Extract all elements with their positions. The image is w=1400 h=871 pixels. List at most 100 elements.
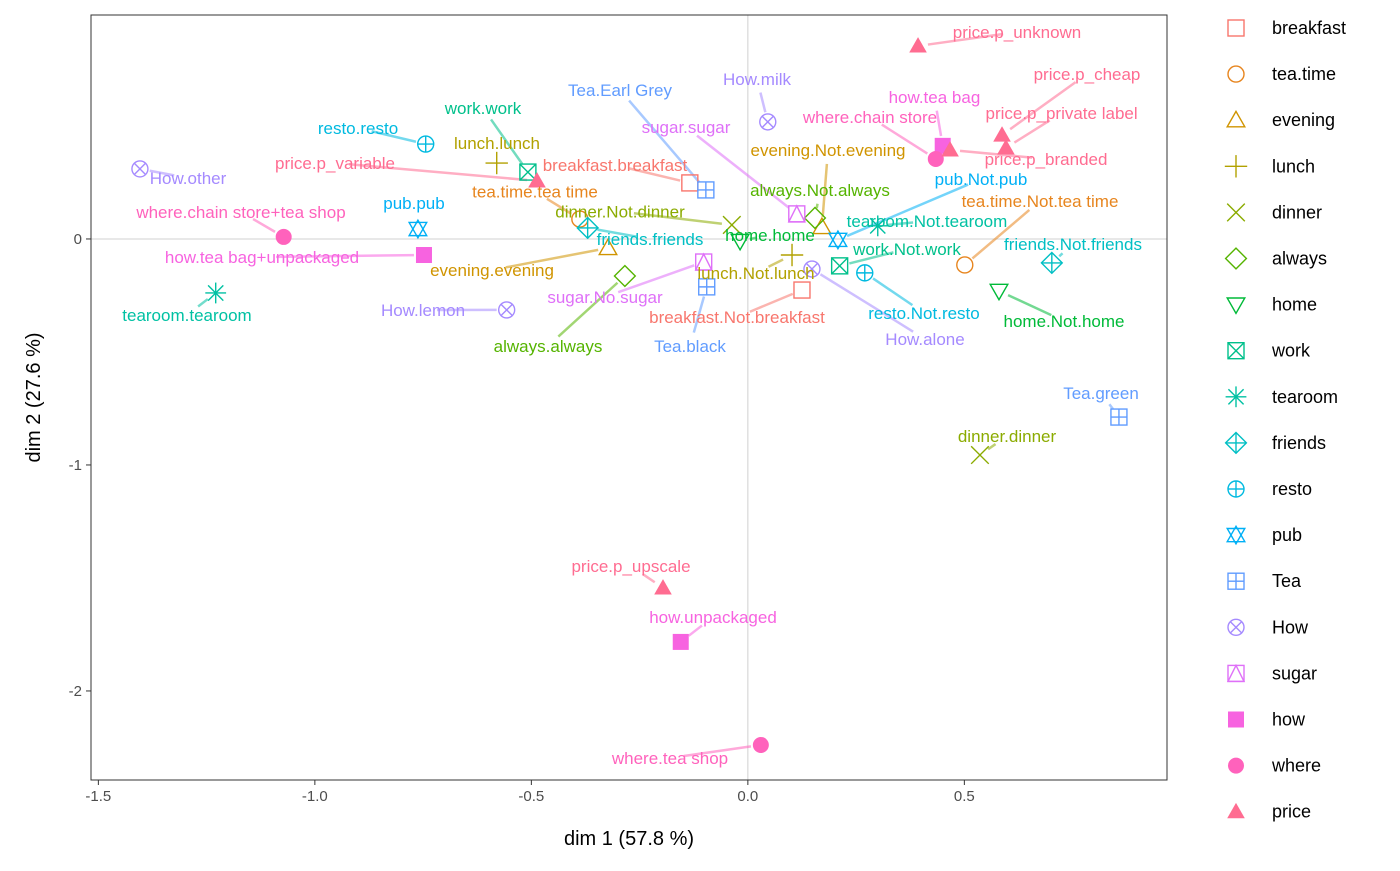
point-label: tea.time.tea time (472, 182, 598, 201)
point-tearoom-tearoom (205, 283, 226, 304)
x-tick-label: 0.5 (954, 788, 975, 805)
point-label: How.alone (885, 330, 964, 349)
legend-item-how: how (1228, 710, 1306, 730)
triangle-filled-icon (1227, 803, 1245, 818)
point-where-tea-shop (753, 737, 769, 753)
triangle-down-open-icon (1227, 298, 1245, 313)
circle-cross-icon (1228, 619, 1244, 635)
legend-item-tea: Tea (1228, 571, 1302, 591)
x-tick-label: 0.0 (737, 788, 758, 805)
label-connector (817, 204, 818, 208)
triangle-open-icon (1227, 111, 1245, 126)
point-label: lunch.lunch (454, 134, 540, 153)
point-label: pub.Not.pub (935, 170, 1028, 189)
legend-item-always: always (1226, 248, 1327, 269)
point-label: price.p_private label (985, 104, 1137, 123)
point-label: price.p_unknown (953, 23, 1082, 42)
plot-panel (91, 15, 1167, 780)
legend-label: How (1272, 617, 1309, 637)
point-label: tea.time.Not.tea time (962, 192, 1119, 211)
point-resto-not-resto (857, 265, 873, 281)
point-label: price.p_branded (985, 150, 1108, 169)
legend-item-pub: pub (1227, 525, 1302, 545)
point-label: friends.Not.friends (1004, 235, 1142, 254)
legend-label: work (1271, 341, 1311, 361)
legend-label: sugar (1272, 663, 1317, 683)
legend-label: breakfast (1272, 18, 1346, 38)
point-label: dinner.Not.dinner (555, 203, 685, 222)
x-tick-label: -1.0 (302, 788, 328, 805)
point-label: sugar.No.sugar (547, 288, 663, 307)
point-label: Tea.black (654, 337, 726, 356)
point-label: dinner.dinner (958, 427, 1057, 446)
cross-icon (1227, 204, 1245, 222)
point-label: friends.friends (597, 230, 704, 249)
square-cross-icon (1228, 343, 1244, 359)
legend-label: friends (1272, 433, 1326, 453)
point-label: where.tea shop (611, 749, 728, 768)
legend-label: resto (1272, 479, 1312, 499)
point-label: breakfast.breakfast (543, 156, 688, 175)
diamond-plus-icon (1226, 433, 1247, 454)
point-label: sugar.sugar (642, 118, 731, 137)
point-where-chain-store-tea-shop (276, 229, 292, 245)
y-tick-label: -2 (69, 683, 82, 700)
point-label: evening.evening (430, 261, 554, 280)
point-label: lunch.Not.lunch (697, 264, 814, 283)
y-tick-label: -1 (69, 457, 82, 474)
point-label: Tea.Earl Grey (568, 81, 672, 100)
circle-open-icon (1228, 66, 1244, 82)
point-label: work.work (444, 99, 522, 118)
point-label: evening.Not.evening (750, 141, 905, 160)
legend-label: always (1272, 249, 1327, 269)
square-filled-icon (1228, 712, 1244, 728)
x-tick-label: -0.5 (518, 788, 544, 805)
point-label: price.p_cheap (1034, 65, 1141, 84)
legend-item-friends: friends (1226, 433, 1326, 454)
x-axis-title: dim 1 (57.8 %) (564, 828, 694, 850)
legend-item-sugar: sugar (1228, 663, 1317, 683)
point-label: home.home (725, 226, 815, 245)
square-open-icon (1228, 20, 1244, 36)
point-where-chain-store (928, 151, 944, 167)
legend-item-where: where (1228, 756, 1321, 776)
square-triangle-icon (1228, 665, 1244, 681)
point-label: Tea.green (1063, 384, 1139, 403)
point-label: how.tea bag+unpackaged (165, 248, 359, 267)
point-label: How.lemon (381, 301, 465, 320)
point-label: breakfast.Not.breakfast (649, 308, 825, 327)
plus-icon (1225, 155, 1247, 177)
point-label: home.Not.home (1004, 312, 1125, 331)
legend-item-dinner: dinner (1227, 202, 1322, 222)
point-label: work.Not.work (852, 240, 961, 259)
y-axis-title: dim 2 (27.6 %) (23, 332, 45, 462)
legend: breakfasttea.timeeveninglunchdinneralway… (1225, 18, 1346, 822)
point-label: always.always (494, 337, 603, 356)
legend-item-how: How (1228, 617, 1309, 637)
point-label: tearoom.tearoom (122, 306, 251, 325)
star-of-david-icon (1227, 526, 1245, 544)
legend-item-evening: evening (1227, 110, 1335, 130)
legend-label: pub (1272, 525, 1302, 545)
point-label: How.milk (723, 70, 792, 89)
legend-label: tearoom (1272, 387, 1338, 407)
legend-label: Tea (1272, 571, 1302, 591)
point-resto-resto (418, 136, 434, 152)
point-label: where.chain store+tea shop (135, 203, 345, 222)
legend-item-home: home (1227, 295, 1317, 315)
asterisk-icon (1226, 386, 1247, 407)
legend-item-tearoom: tearoom (1226, 386, 1338, 407)
point-label: resto.resto (318, 119, 398, 138)
point-label: resto.Not.resto (868, 304, 980, 323)
point-label: How.other (150, 169, 227, 188)
legend-label: home (1272, 295, 1317, 315)
point-label: price.p_upscale (571, 557, 690, 576)
circle-plus-icon (1228, 481, 1244, 497)
point-label: where.chain store (802, 108, 937, 127)
legend-item-breakfast: breakfast (1228, 18, 1346, 38)
y-tick-label: 0 (74, 231, 82, 248)
point-label: how.unpackaged (649, 608, 777, 627)
x-tick-label: -1.5 (85, 788, 111, 805)
point-label: price.p_variable (275, 154, 395, 173)
legend-item-work: work (1228, 341, 1311, 361)
